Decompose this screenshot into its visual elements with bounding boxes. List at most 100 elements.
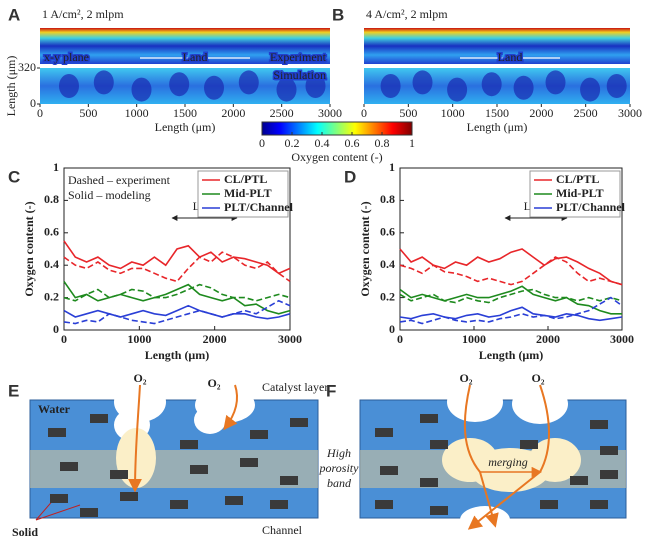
x-tick-label: 2500 [270, 106, 294, 120]
solid-particle [590, 420, 608, 429]
x-tick-label: 2000 [536, 332, 560, 346]
experiment-line [399, 288, 623, 304]
solid-particle [225, 496, 243, 505]
experiment-line [399, 256, 623, 286]
y-tick-label: 0 [389, 322, 395, 336]
catalyst-label: Catalyst layer [262, 380, 328, 394]
annotation: x-y plane [44, 50, 89, 64]
o2-path [223, 384, 238, 431]
band-label: High [326, 446, 351, 460]
x-tick-label: 3000 [618, 106, 642, 120]
solid-particle [380, 466, 398, 475]
panel-label: C [8, 167, 20, 186]
solid-particle [80, 508, 98, 517]
heatmap-texture [513, 75, 534, 100]
x-tick-label: 500 [399, 106, 417, 120]
y-tick-label: 0.6 [380, 225, 395, 239]
o2-label: O₂ [134, 371, 147, 385]
annotation: Land [183, 50, 208, 64]
panel-label: A [8, 5, 20, 24]
x-tick-label: 1000 [462, 332, 486, 346]
legend-label: Mid-PLT [556, 186, 604, 200]
y-tick-label: 0.8 [44, 192, 59, 206]
o2-label: O₂ [208, 376, 221, 390]
legend-label: CL/PTL [556, 172, 599, 186]
solid-particle [540, 500, 558, 509]
solid-particle [270, 500, 288, 509]
heatmap-texture [580, 77, 601, 102]
x-axis-label: Length (μm) [155, 120, 216, 134]
solid-particle [520, 440, 538, 449]
solid-particle [120, 492, 138, 501]
colorbar-tick-label: 0 [259, 136, 265, 150]
gas-cloud [447, 382, 568, 534]
solid-particle [590, 500, 608, 509]
solid-particle [570, 476, 588, 485]
heatmap-texture [380, 74, 401, 98]
solid-particle [280, 476, 298, 485]
experiment-line [399, 296, 623, 325]
model-line [63, 240, 291, 275]
solid-particle [420, 414, 438, 423]
plot-frame [63, 167, 291, 331]
y-tick-label: 0.8 [380, 192, 395, 206]
colorbar-tick-label: 0.8 [375, 136, 390, 150]
x-tick-label: 1500 [485, 106, 509, 120]
solid-particle [600, 470, 618, 479]
colorbar [261, 121, 413, 136]
solid-particle [60, 462, 78, 471]
panel-title: 4 A/cm², 2 mlpm [366, 7, 448, 21]
y-axis-label: Oxygen content (-) [358, 201, 372, 296]
x-axis-label: Length (μm) [479, 348, 543, 362]
band-label: band [327, 476, 352, 490]
heatmap-texture [447, 77, 468, 102]
heatmap-texture [204, 75, 224, 100]
x-tick-label: 3000 [318, 106, 342, 120]
solid-particle [420, 478, 438, 487]
x-tick-label: 0 [361, 106, 367, 120]
x-tick-label: 0 [61, 332, 67, 346]
y-axis-label: Length (μm) [4, 56, 18, 117]
annotation: Solid – modeling [68, 188, 151, 202]
y-tick-label: 0 [30, 96, 36, 110]
solid-particle [430, 506, 448, 515]
panel-label: B [332, 5, 344, 24]
y-tick-label: 0.4 [44, 257, 59, 271]
o2-label: O₂ [460, 371, 473, 385]
x-tick-label: 3000 [278, 332, 302, 346]
solid-label: Solid [12, 525, 38, 539]
y-tick-label: 0 [53, 322, 59, 336]
x-tick-label: 1000 [127, 332, 151, 346]
o2-path [463, 384, 499, 528]
model-line [399, 306, 623, 322]
x-tick-label: 1000 [441, 106, 465, 120]
colorbar-label: Oxygen content (-) [291, 150, 382, 164]
model-line [399, 248, 623, 286]
heatmap-texture [169, 72, 190, 97]
o2-path [128, 384, 143, 493]
model-line [399, 285, 622, 315]
experiment-line [63, 283, 291, 302]
heatmap-texture [545, 70, 566, 95]
x-tick-label: 2000 [221, 106, 245, 120]
solid-particle [48, 428, 66, 437]
heatmap-texture [606, 74, 627, 98]
water-label: Water [38, 402, 71, 416]
x-tick-label: 0 [397, 332, 403, 346]
solid-particle [110, 470, 128, 479]
heatmap-texture [93, 70, 114, 95]
heatmap-texture [305, 74, 326, 98]
solid-particle [290, 418, 308, 427]
x-tick-label: 0 [37, 106, 43, 120]
heatmap-texture [481, 72, 502, 97]
solid-particle [375, 428, 393, 437]
solid-particle [375, 500, 393, 509]
x-tick-label: 500 [79, 106, 97, 120]
diagram-f [359, 382, 627, 534]
merging-label: merging [488, 455, 528, 469]
x-tick-label: 2500 [574, 106, 598, 120]
solid-particle [240, 458, 258, 467]
heatmap-texture [59, 74, 79, 98]
solid-particle [190, 465, 208, 474]
model-line [63, 304, 291, 320]
